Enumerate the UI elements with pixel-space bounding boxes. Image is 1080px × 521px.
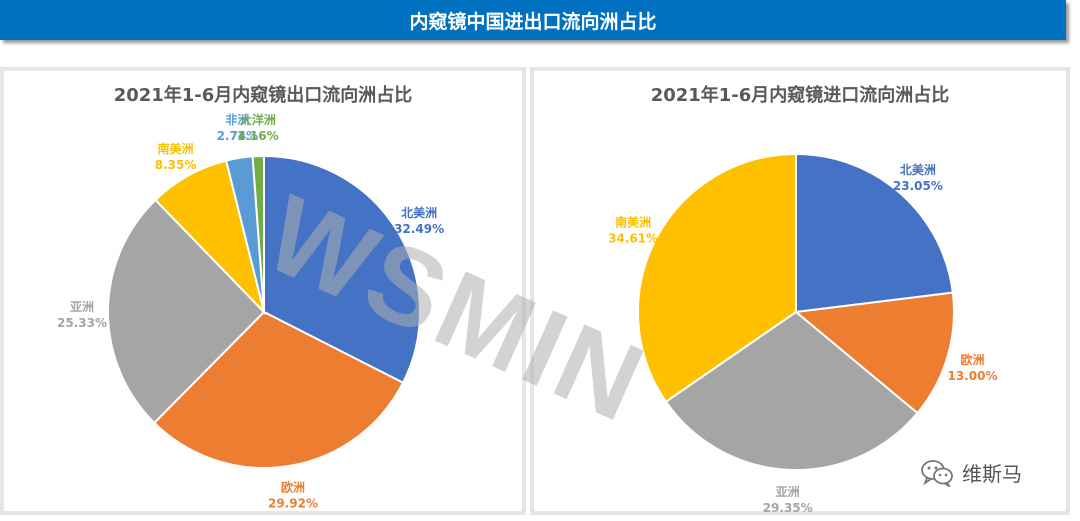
export-chart-title: 2021年1-6月内窥镜出口流向洲占比 [113, 85, 413, 106]
export-label-value-2: 25.33% [57, 316, 107, 330]
export-label-name-3: 南美洲 [158, 141, 194, 156]
page-title: 内窥镜中国进出口流向洲占比 [409, 10, 657, 33]
brand-badge: 维斯马 [920, 458, 1022, 487]
export-label-value-1: 29.92% [268, 497, 318, 511]
wechat-icon [921, 459, 953, 487]
import-chart-title: 2021年1-6月内窥镜进口流向洲占比 [650, 85, 950, 106]
import-pie-slice-1 [793, 291, 955, 415]
export-pie-slice-1 [152, 310, 405, 469]
import-label-name-3: 南美洲 [615, 214, 651, 229]
export-label-name-2: 亚洲 [70, 300, 94, 314]
export-pie-slice-2 [107, 198, 266, 425]
import-label-value-1: 13.00% [948, 369, 998, 383]
export-label-value-4: 2.74% [217, 129, 259, 143]
import-pie-slice-0 [795, 152, 954, 314]
export-label-name-4: 非洲 [225, 112, 249, 127]
page-title-banner: 内窥镜中国进出口流向洲占比 [0, 0, 1066, 40]
import-pie-slice-3 [637, 152, 797, 404]
import-label-value-0: 23.05% [893, 179, 943, 193]
export-label-name-0: 北美洲 [401, 205, 437, 220]
import-label-value-3: 34.61% [608, 231, 658, 245]
export-pie-slice-5 [251, 154, 265, 313]
export-label-name-1: 欧洲 [281, 480, 305, 495]
export-label-value-5: 1.16% [237, 129, 279, 143]
import-label-name-2: 亚洲 [776, 485, 800, 499]
import-label-value-2: 29.35% [763, 501, 813, 515]
import-label-name-1: 欧洲 [961, 352, 985, 367]
import-label-name-0: 北美洲 [900, 162, 936, 177]
brand-name: 维斯马 [962, 462, 1022, 486]
export-label-value-3: 8.35% [155, 158, 197, 172]
export-label-name-5: 大洋洲 [240, 112, 276, 127]
export-pie-slice-0 [263, 154, 421, 385]
import-pie-slice-2 [664, 310, 919, 471]
export-label-value-0: 32.49% [394, 222, 444, 236]
